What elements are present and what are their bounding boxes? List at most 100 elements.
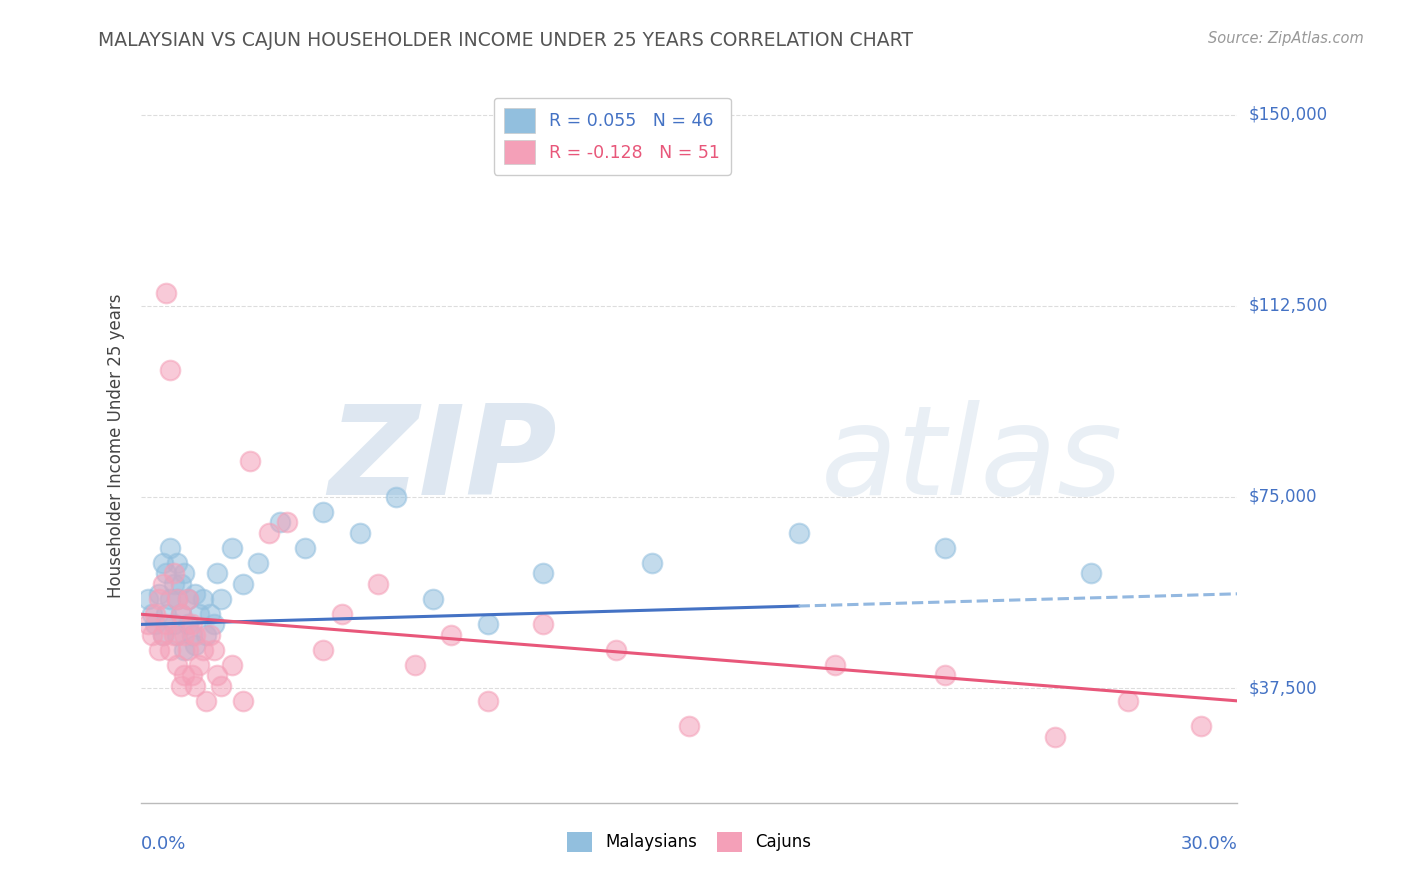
- Point: [276, 516, 298, 530]
- Text: atlas: atlas: [821, 400, 1122, 521]
- Point: [294, 541, 316, 555]
- Point: [191, 643, 214, 657]
- Point: [148, 587, 170, 601]
- Point: [159, 541, 181, 555]
- Point: [422, 591, 444, 606]
- Text: ZIP: ZIP: [329, 400, 557, 521]
- Point: [440, 627, 463, 641]
- Point: [202, 643, 225, 657]
- Text: $112,500: $112,500: [1249, 297, 1327, 315]
- Point: [170, 607, 193, 622]
- Point: [177, 617, 200, 632]
- Point: [173, 566, 195, 581]
- Point: [166, 591, 188, 606]
- Point: [269, 516, 291, 530]
- Point: [177, 591, 200, 606]
- Point: [184, 627, 207, 641]
- Legend: Malaysians, Cajuns: Malaysians, Cajuns: [560, 825, 818, 859]
- Point: [162, 627, 184, 641]
- Point: [159, 362, 181, 376]
- Point: [136, 617, 159, 632]
- Point: [180, 627, 202, 641]
- Point: [180, 668, 202, 682]
- Point: [159, 591, 181, 606]
- Point: [232, 694, 254, 708]
- Text: $150,000: $150,000: [1249, 105, 1327, 124]
- Text: 30.0%: 30.0%: [1181, 835, 1237, 853]
- Point: [934, 541, 956, 555]
- Point: [188, 607, 211, 622]
- Point: [349, 525, 371, 540]
- Point: [177, 643, 200, 657]
- Point: [152, 627, 174, 641]
- Point: [232, 576, 254, 591]
- Point: [148, 643, 170, 657]
- Point: [143, 617, 166, 632]
- Point: [202, 617, 225, 632]
- Point: [198, 607, 221, 622]
- Point: [195, 627, 218, 641]
- Point: [170, 576, 193, 591]
- Point: [198, 627, 221, 641]
- Point: [367, 576, 389, 591]
- Point: [141, 627, 163, 641]
- Point: [155, 607, 177, 622]
- Point: [1080, 566, 1102, 581]
- Point: [195, 694, 218, 708]
- Point: [136, 591, 159, 606]
- Point: [239, 454, 262, 468]
- Point: [180, 617, 202, 632]
- Point: [159, 643, 181, 657]
- Point: [155, 617, 177, 632]
- Point: [188, 658, 211, 673]
- Point: [209, 679, 232, 693]
- Point: [170, 679, 193, 693]
- Point: [184, 679, 207, 693]
- Point: [173, 627, 195, 641]
- Point: [207, 668, 229, 682]
- Point: [605, 643, 627, 657]
- Text: Source: ZipAtlas.com: Source: ZipAtlas.com: [1208, 31, 1364, 46]
- Text: 0.0%: 0.0%: [141, 835, 186, 853]
- Point: [787, 525, 810, 540]
- Point: [312, 643, 335, 657]
- Point: [166, 556, 188, 570]
- Point: [312, 505, 335, 519]
- Point: [221, 658, 243, 673]
- Point: [155, 286, 177, 301]
- Point: [330, 607, 353, 622]
- Point: [1116, 694, 1139, 708]
- Point: [177, 591, 200, 606]
- Point: [173, 668, 195, 682]
- Point: [152, 576, 174, 591]
- Point: [141, 607, 163, 622]
- Point: [1189, 719, 1212, 733]
- Point: [152, 627, 174, 641]
- Point: [221, 541, 243, 555]
- Point: [257, 525, 280, 540]
- Point: [166, 658, 188, 673]
- Point: [209, 591, 232, 606]
- Point: [824, 658, 846, 673]
- Point: [162, 566, 184, 581]
- Point: [934, 668, 956, 682]
- Point: [246, 556, 269, 570]
- Point: [162, 617, 184, 632]
- Point: [477, 617, 499, 632]
- Point: [477, 694, 499, 708]
- Point: [678, 719, 700, 733]
- Point: [531, 617, 554, 632]
- Point: [531, 566, 554, 581]
- Point: [184, 638, 207, 652]
- Y-axis label: Householder Income Under 25 years: Householder Income Under 25 years: [107, 293, 125, 599]
- Point: [173, 643, 195, 657]
- Text: $37,500: $37,500: [1249, 679, 1317, 698]
- Point: [641, 556, 664, 570]
- Text: $75,000: $75,000: [1249, 488, 1317, 506]
- Point: [170, 607, 193, 622]
- Text: MALAYSIAN VS CAJUN HOUSEHOLDER INCOME UNDER 25 YEARS CORRELATION CHART: MALAYSIAN VS CAJUN HOUSEHOLDER INCOME UN…: [98, 31, 914, 50]
- Point: [184, 587, 207, 601]
- Point: [166, 627, 188, 641]
- Point: [191, 591, 214, 606]
- Point: [404, 658, 426, 673]
